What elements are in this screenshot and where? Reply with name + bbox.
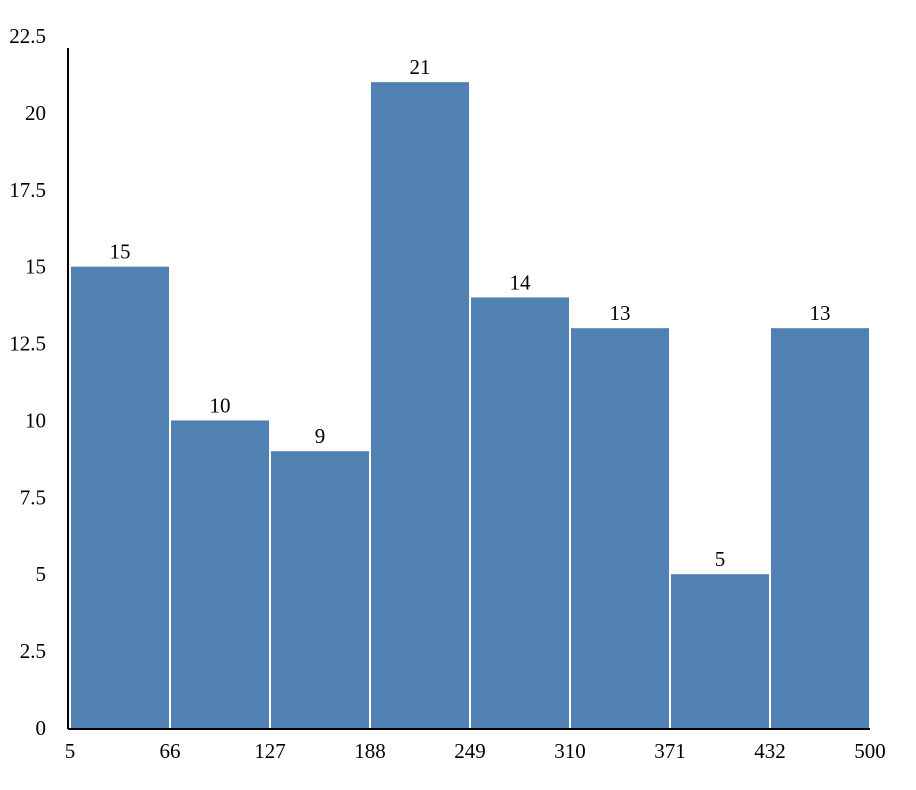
histogram-bar [371,82,469,729]
y-tick-label: 7.5 [20,485,46,509]
y-tick-label: 10 [25,408,46,432]
x-axis: 5 66 127 188 249 310 371 432 500 [65,728,886,763]
x-tick-label: 432 [754,739,786,763]
x-tick-label: 5 [65,739,76,763]
x-tick-label: 310 [554,739,586,763]
bar-value-label: 14 [510,270,532,294]
bar-value-label: 13 [810,301,831,325]
bar-value-label: 13 [610,301,631,325]
y-tick-label: 15 [25,255,46,279]
y-tick-label: 17.5 [9,178,46,202]
x-tick-label: 66 [160,739,181,763]
bar-labels-layer: 15 10 9 21 14 13 5 13 [110,55,831,571]
histogram-bar [271,451,369,728]
bar-value-label: 5 [715,547,726,571]
bar-value-label: 21 [410,55,431,79]
bar-value-label: 15 [110,240,131,264]
histogram-bar [771,328,869,728]
y-tick-label: 0 [36,716,47,740]
y-tick-label: 12.5 [9,332,46,356]
y-tick-label: 22.5 [9,24,46,48]
histogram-bar [471,297,569,728]
bar-value-label: 10 [210,393,231,417]
y-axis: 0 2.5 5 7.5 10 12.5 15 17.5 20 22.5 [9,24,69,740]
x-tick-label: 500 [854,739,886,763]
y-tick-label: 20 [25,101,46,125]
histogram-bar [171,420,269,728]
histogram-bar [671,574,769,728]
bars-layer [71,82,869,729]
x-tick-label: 371 [654,739,686,763]
histogram-bar [71,266,169,728]
y-tick-label: 2.5 [20,639,46,663]
bar-value-label: 9 [315,424,326,448]
x-tick-label: 188 [354,739,386,763]
histogram-bar [571,328,669,728]
x-tick-label: 127 [254,739,286,763]
x-tick-label: 249 [454,739,486,763]
y-tick-label: 5 [36,562,47,586]
